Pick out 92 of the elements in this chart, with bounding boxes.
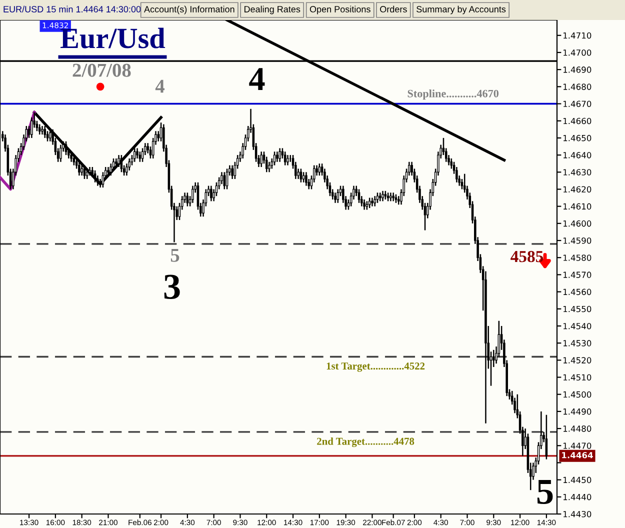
candlestick <box>382 190 384 202</box>
y-tick-label: 1.4620 <box>563 186 592 193</box>
annotation: Eur/Usd <box>60 28 166 48</box>
y-tick-label: 1.4700 <box>563 49 592 56</box>
annotation: 4 <box>155 80 164 93</box>
candlestick <box>112 158 115 172</box>
y-tick-label: 1.4610 <box>563 203 592 210</box>
candlestick <box>376 192 379 204</box>
candlestick <box>318 162 321 176</box>
y-tick-label: 1.4550 <box>563 306 592 312</box>
annotation: 5 <box>537 480 553 504</box>
text: Account(s) Information <box>144 6 234 14</box>
candlestick <box>126 162 128 176</box>
candlestick <box>358 188 360 204</box>
candlestick <box>120 154 123 173</box>
y-tick-label: 1.4510 <box>563 374 592 381</box>
y-tick-label: 1.4450 <box>563 476 592 484</box>
candlestick <box>305 172 308 186</box>
y-tick-label: 1.4690 <box>563 66 592 73</box>
candlestick <box>138 150 142 162</box>
y-tick-label: 1.4520 <box>563 357 592 364</box>
y-tick-label: 1.4670 <box>563 100 592 108</box>
candlestick <box>64 140 68 156</box>
candlestick <box>210 185 212 202</box>
text: Dealing Rates <box>244 6 300 14</box>
annotation: 3 <box>164 274 180 300</box>
candlestick <box>223 172 226 190</box>
candlestick <box>260 150 262 168</box>
ref-line-label: 1st Target.............4522 <box>326 362 425 372</box>
y-tick-label: 1.4470 <box>563 442 592 449</box>
y-tick-label: 1.4680 <box>563 84 592 90</box>
candlestick <box>86 168 88 180</box>
candlestick <box>186 192 189 207</box>
y-tick-label: 1.4490 <box>563 408 592 415</box>
candlestick <box>80 164 83 176</box>
candlestick <box>374 195 376 207</box>
candlestick <box>278 148 281 162</box>
candlestick <box>44 125 46 139</box>
chart-title: EUR/USD 15 min 1.4464 14:30:00 <box>4 6 141 12</box>
y-tick-label: 1.4590 <box>563 237 592 244</box>
candlestick <box>371 197 374 207</box>
candlestick <box>133 148 136 162</box>
candlestick <box>286 154 289 166</box>
ref-line-label: 2nd Target...........4478 <box>317 438 414 448</box>
candlestick <box>128 158 130 172</box>
candlestick <box>300 168 302 184</box>
y-tick-label: 1.4640 <box>563 152 592 158</box>
y-tick-label: 1.4580 <box>563 254 592 261</box>
y-tick-label: 1.4440 <box>563 494 592 500</box>
y-tick-label: 1.4650 <box>563 134 592 142</box>
candlestick <box>110 162 112 176</box>
y-tick-label: 1.4430 <box>563 510 592 518</box>
y-tick-label: 1.4480 <box>563 426 592 432</box>
annotation: 2/07/08 <box>72 64 131 77</box>
candlestick <box>136 148 138 160</box>
candlestick <box>70 150 72 162</box>
y-tick-label: 1.4530 <box>563 340 592 346</box>
annotation: 5 <box>170 248 180 262</box>
candlestick <box>334 192 336 204</box>
candlestick <box>30 116 33 139</box>
ref-line-label: Stopline...........4670 <box>408 90 499 100</box>
candlestick <box>231 164 234 180</box>
y-tick-label: 1.4560 <box>563 288 592 296</box>
candlestick <box>363 198 366 210</box>
candlestick <box>60 144 62 162</box>
y-tick-label: 1.4600 <box>563 220 592 227</box>
text: Orders <box>380 6 407 12</box>
candlestick <box>284 150 286 166</box>
ref-line-label: 1.4464 <box>562 452 593 458</box>
candlestick <box>273 150 276 166</box>
candlestick <box>49 128 52 142</box>
y-tick-label: 1.4540 <box>563 322 592 330</box>
text: Summary by Accounts <box>416 6 506 14</box>
candlestick <box>220 172 223 185</box>
y-tick-label: 1.4570 <box>563 272 592 278</box>
candlestick <box>215 182 218 197</box>
candlestick <box>78 161 80 176</box>
y-tick-label: 1.4710 <box>563 32 592 39</box>
candlestick <box>83 164 86 180</box>
annotation: 4585 <box>510 250 544 262</box>
candlestick <box>192 185 194 204</box>
candlestick <box>302 172 305 184</box>
y-tick-label: 1.4660 <box>563 118 592 124</box>
y-tick-label: 1.4630 <box>563 169 592 176</box>
annotation: 4 <box>249 68 265 90</box>
candlestick <box>336 188 340 204</box>
text: Open Positions <box>310 6 370 14</box>
candlestick <box>276 150 278 162</box>
y-tick-label: 1.4500 <box>563 391 592 398</box>
candlestick <box>456 166 458 184</box>
candlestick <box>46 130 49 142</box>
candlestick <box>118 154 120 168</box>
